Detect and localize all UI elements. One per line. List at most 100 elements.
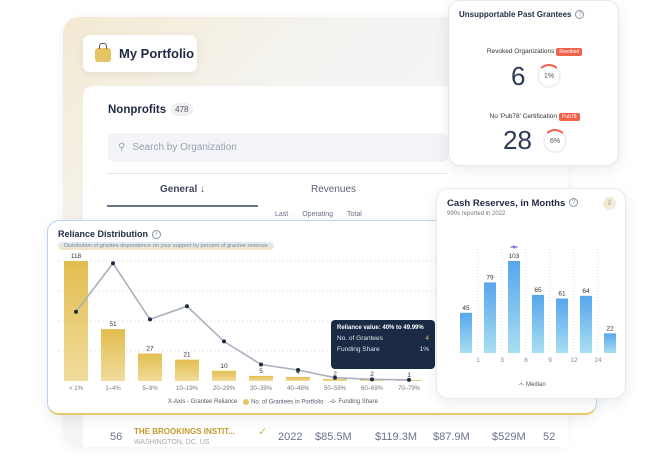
- table-header: Last Operating Total: [275, 211, 362, 218]
- bar-label: 21: [183, 352, 191, 359]
- search-input[interactable]: ⚲ Search by Organization: [108, 133, 448, 162]
- portfolio-header: My Portfolio: [83, 35, 197, 72]
- col-last[interactable]: Last: [275, 211, 289, 218]
- legend-bars[interactable]: No. of Grantees in Portfolio: [243, 399, 323, 406]
- card-title: Reliance Distribution i: [58, 229, 162, 239]
- cell-value: 52: [543, 431, 556, 443]
- tooltip-value: 1%: [419, 346, 429, 353]
- bar: [101, 329, 125, 381]
- col-operating[interactable]: Operating: [302, 211, 333, 218]
- bar-label: 5: [259, 368, 263, 375]
- funding-share-point: [185, 304, 189, 309]
- cell-year: 2022: [278, 431, 303, 443]
- bar: [323, 378, 347, 381]
- bar: [532, 294, 544, 353]
- bar: [175, 359, 199, 381]
- bar: [286, 376, 310, 381]
- tab-bar: General ↓ Revenues: [107, 173, 447, 207]
- bar-label: 79: [486, 274, 494, 281]
- x-tick-label: 1: [476, 357, 480, 364]
- bar-label: 51: [109, 321, 117, 328]
- col-total[interactable]: Total: [346, 211, 362, 218]
- bar: [212, 370, 236, 381]
- tooltip-title: Reliance value: 40% to 49.99%: [337, 325, 424, 331]
- bar: [508, 261, 520, 353]
- bar: [460, 312, 472, 353]
- search-icon: ⚲: [118, 142, 126, 153]
- search-placeholder: Search by Organization: [132, 142, 237, 153]
- briefcase-icon: [95, 43, 111, 62]
- x-tick-label: 1–4%: [105, 386, 121, 392]
- bar-label: 65: [534, 287, 542, 294]
- org-location: WASHINGTON, DC, US: [134, 439, 210, 446]
- x-tick-label: < 1%: [69, 386, 84, 392]
- bar-label: 103: [509, 253, 520, 260]
- bar: [138, 353, 162, 381]
- bar-label: 10: [220, 363, 228, 370]
- bar-label: 45: [462, 305, 470, 312]
- bar-label: 27: [146, 346, 154, 353]
- revoked-label: Revoked Organizations Revoked: [449, 48, 620, 56]
- legend-line[interactable]: -o- Funding Share: [329, 399, 378, 406]
- title-text: Reliance Distribution: [58, 229, 149, 239]
- org-name[interactable]: THE BROOKINGS INSTIT...: [134, 427, 235, 436]
- help-icon[interactable]: ?: [575, 10, 585, 19]
- funding-share-point: [148, 317, 152, 322]
- pub78-label: No 'Pub78' Certification Pub78: [449, 113, 620, 121]
- bar: [604, 333, 616, 353]
- x-tick-label: 60–69%: [361, 386, 384, 392]
- x-tick-label: 10–19%: [176, 386, 199, 392]
- x-tick-label: 70–79%: [398, 386, 421, 392]
- x-tick-label: 9: [548, 357, 552, 364]
- bar-label: 1: [407, 372, 411, 379]
- bar-label: 2: [370, 371, 374, 378]
- chart-legend: X-Axis - Grantee Reliance No. of Grantee…: [168, 399, 378, 406]
- card-subtitle: 990s reported in 2022: [447, 211, 506, 217]
- tab-general[interactable]: General ↓: [107, 174, 258, 207]
- bar-label: 61: [558, 291, 566, 298]
- unsupportable-grantees-card: Unsupportable Past Grantees? Revoked Org…: [448, 0, 619, 166]
- funding-share-point: [259, 362, 263, 367]
- median-dot: [512, 245, 516, 249]
- x-tick-label: 12: [570, 357, 578, 364]
- pub78-pct-ring: 6%: [543, 129, 567, 153]
- x-tick-label: 50–59%: [324, 386, 347, 392]
- cell-value: $87.9M: [433, 431, 470, 443]
- bar: [64, 261, 88, 381]
- card-subtitle: Distribution of grantee dependence on yo…: [58, 242, 274, 250]
- funding-share-point: [296, 368, 300, 372]
- tab-revenues[interactable]: Revenues: [310, 184, 357, 195]
- table-row[interactable]: 56 THE BROOKINGS INSTIT... ✓ WASHINGTON,…: [62, 420, 568, 447]
- download-icon[interactable]: ⇩: [603, 197, 616, 210]
- tooltip-label: Funding Share: [337, 346, 380, 353]
- cell-value: $119.3M: [375, 431, 417, 443]
- nonprofits-heading: Nonprofits 478: [108, 103, 193, 116]
- pub78-tag: Pub78: [559, 113, 580, 121]
- x-tick-label: 30–39%: [250, 386, 273, 392]
- x-tick-label: 24: [594, 357, 602, 364]
- info-icon[interactable]: i: [152, 229, 162, 239]
- cash-chart: 1 3 6 9 12 24 45 79 103 65 61 64 22: [460, 245, 616, 364]
- rank: 56: [110, 431, 123, 443]
- count-badge: 478: [171, 103, 193, 116]
- page-title: My Portfolio: [119, 46, 195, 61]
- x-tick-label: 3: [500, 357, 504, 364]
- funding-share-point: [222, 339, 226, 344]
- bar: [249, 375, 273, 381]
- bar: [556, 298, 568, 353]
- revoked-tag: Revoked: [556, 48, 583, 56]
- funding-share-point: [370, 377, 374, 382]
- x-tick-label: 20–29%: [213, 386, 236, 392]
- legend-axis: X-Axis - Grantee Reliance: [168, 399, 238, 406]
- cash-legend[interactable]: -•- Median: [518, 382, 546, 388]
- card-title: Cash Reserves, in Months?: [447, 198, 579, 209]
- pub78-count: 28: [503, 125, 532, 155]
- revoked-count: 6: [511, 61, 526, 91]
- help-icon[interactable]: ?: [569, 198, 579, 207]
- bar-label: 2: [333, 371, 337, 378]
- cell-value: $529M: [492, 431, 526, 443]
- bar-label: 4: [296, 369, 300, 376]
- tooltip-value: 4: [425, 335, 429, 342]
- reliance-chart: 118< 1%511–4%275–9%2110–19%1020–29%530–3…: [58, 253, 438, 392]
- section-title: Nonprofits: [108, 103, 167, 116]
